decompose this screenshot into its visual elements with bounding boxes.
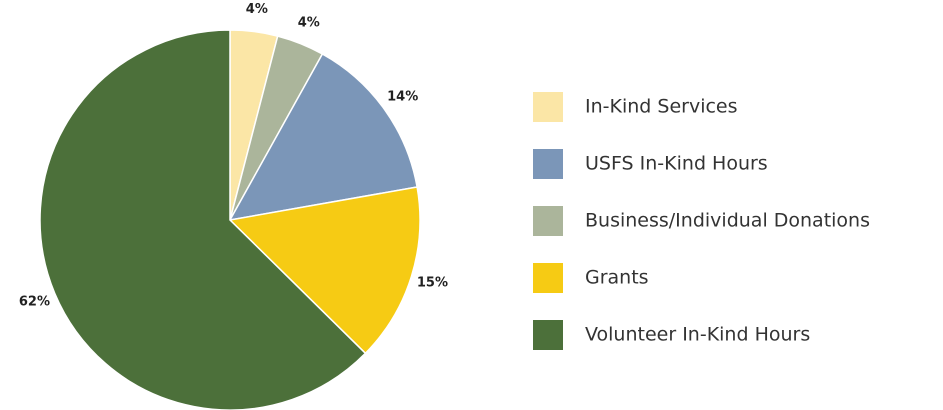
legend-swatch [533,263,563,293]
slice-label: 4% [298,16,320,31]
legend-swatch [533,92,563,122]
legend-label: Grants [585,267,649,289]
pie-slice [39,29,367,410]
slice-label: 14% [387,90,418,105]
legend-swatch [533,149,563,179]
legend-swatch [533,320,563,350]
slice-label: 62% [19,294,50,309]
legend-label: Business/Individual Donations [585,210,870,232]
legend-label: USFS In-Kind Hours [585,153,768,175]
legend-swatch [533,206,563,236]
pie-slice [228,52,418,222]
legend-label: In-Kind Services [585,96,738,118]
legend-label: Volunteer In-Kind Hours [585,324,810,346]
slice-label: 4% [246,2,268,17]
slice-label: 15% [417,275,448,290]
pie-slice [228,186,421,355]
